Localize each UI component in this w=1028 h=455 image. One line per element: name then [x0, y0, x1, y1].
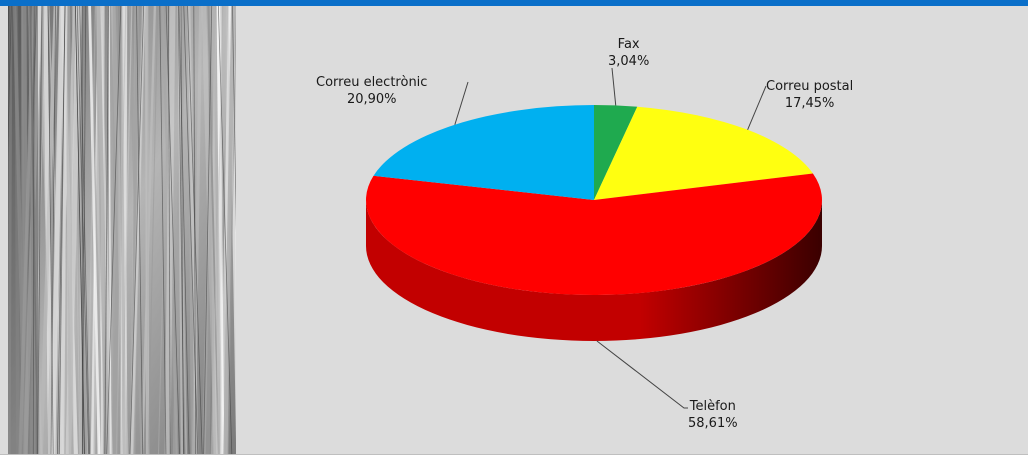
slice-name-fax: Fax: [617, 37, 640, 52]
leader-line-tel-fon: [596, 340, 688, 409]
paper-folders-photo: [8, 6, 236, 455]
leader-line-fax: [611, 67, 617, 106]
slice-label-telefon: Telèfon 58,61%: [688, 398, 738, 432]
pie-top: [365, 105, 822, 296]
leader-line-correu-electr-nic: [454, 81, 469, 125]
slice-value-correu-postal: 17,45%: [784, 96, 835, 111]
pie-chart-svg: [365, 67, 822, 409]
slice-name-telefon: Telèfon: [689, 399, 736, 414]
paper-stack-image: [8, 6, 236, 455]
pie-slice-correu-electr-nic: [373, 105, 594, 200]
leader-lines: [454, 67, 767, 409]
pie-slice-tel-fon: [365, 173, 822, 296]
pie-slice-correu-postal: [594, 106, 813, 200]
slice-label-fax: Fax 3,04%: [608, 36, 649, 70]
pie-slice-fax: [594, 105, 638, 200]
pie-sides: [366, 200, 822, 341]
slice-name-correu-electronic: Correu electrònic: [316, 75, 428, 90]
slice-value-telefon: 58,61%: [688, 416, 738, 431]
top-accent-bar: [0, 0, 1028, 6]
pie-chart: Fax 3,04% Correu postal 17,45% Correu el…: [236, 6, 1028, 455]
slice-value-correu-electronic: 20,90%: [346, 92, 397, 107]
slice-value-fax: 3,04%: [608, 54, 650, 69]
leader-line-correu-postal: [747, 85, 767, 130]
slice-label-correu-postal: Correu postal 17,45%: [766, 78, 853, 112]
slice-name-correu-postal: Correu postal: [766, 79, 854, 94]
slice-label-correu-electronic: Correu electrònic 20,90%: [316, 74, 427, 108]
pie-side-tel-fon: [366, 200, 822, 341]
